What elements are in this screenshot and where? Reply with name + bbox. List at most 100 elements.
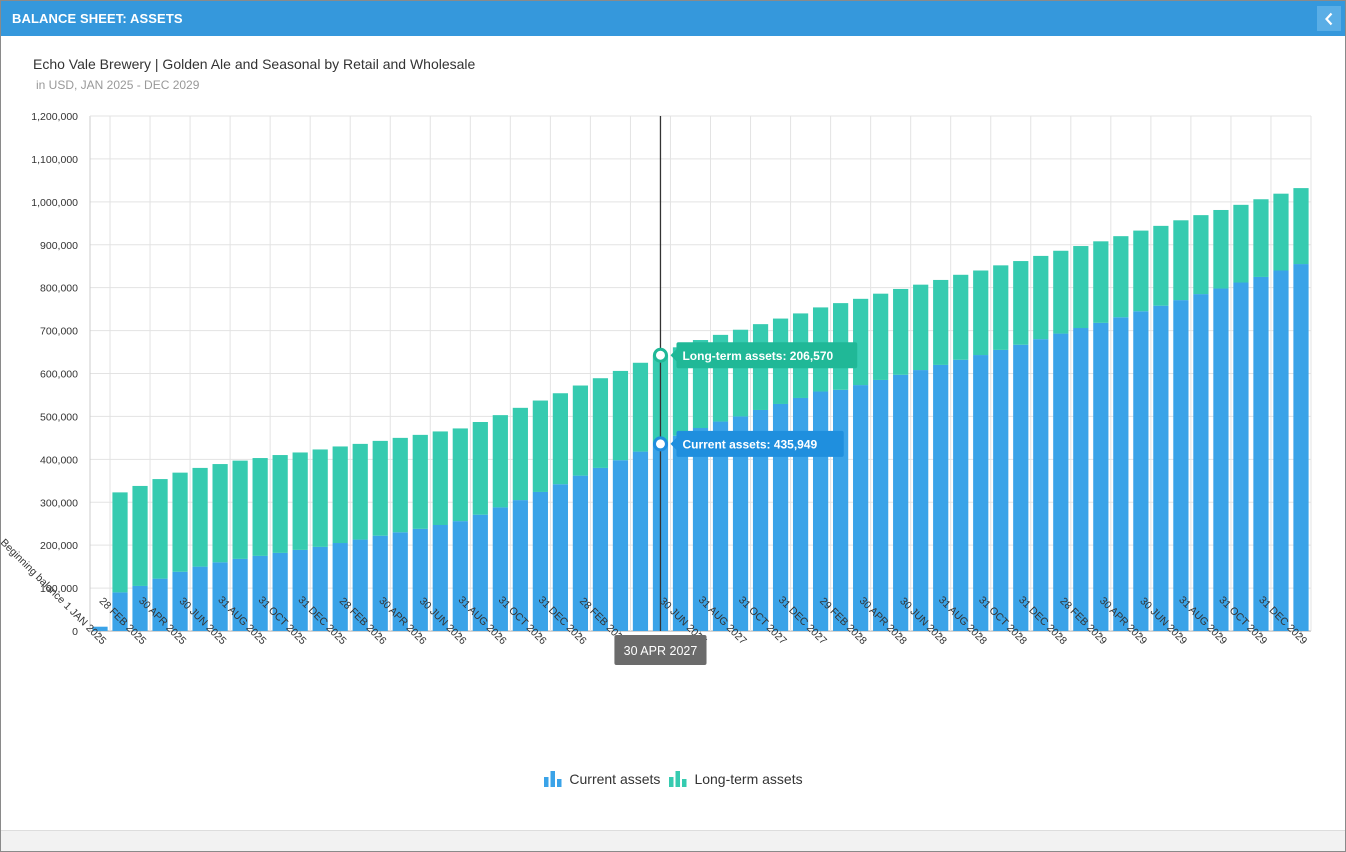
y-tick-label: 700,000: [40, 326, 78, 338]
bar-long-term-assets: [1173, 220, 1189, 301]
bar-current-assets: [292, 549, 308, 631]
bar-current-assets: [1193, 294, 1209, 631]
bar-long-term-assets: [1113, 236, 1129, 318]
bar-long-term-assets: [212, 464, 228, 563]
bar-long-term-assets: [1153, 225, 1169, 306]
bar-long-term-assets: [252, 458, 268, 556]
legend-item-long-term-assets[interactable]: Long-term assets: [668, 770, 803, 788]
bar-long-term-assets: [412, 434, 428, 529]
bar-long-term-assets: [1213, 209, 1229, 289]
bar-long-term-assets: [1133, 230, 1149, 312]
bar-current-assets: [592, 467, 609, 631]
bar-long-term-assets: [392, 437, 408, 533]
bar-long-term-assets: [292, 452, 308, 550]
bar-current-assets: [772, 403, 789, 631]
title-bar: BALANCE SHEET: ASSETS: [1, 1, 1345, 36]
bar-current-assets: [1133, 311, 1149, 631]
bar-long-term-assets: [192, 467, 208, 567]
bar-chart-icon: [669, 771, 687, 787]
bar-chart-icon: [544, 771, 562, 787]
bar-long-term-assets: [1033, 255, 1049, 340]
bar-current-assets: [332, 543, 348, 631]
bar-current-assets: [973, 355, 989, 631]
bar-long-term-assets: [352, 443, 368, 540]
chart-area[interactable]: 0 100,000 200,000 300,000 400,000 500,000 600,…: [1, 1, 1345, 761]
bar-long-term-assets: [332, 446, 348, 544]
bar-long-term-assets: [612, 370, 629, 461]
bar-current-assets: [873, 379, 889, 631]
bar-long-term-assets: [112, 492, 128, 593]
y-tick-label: 300,000: [40, 497, 78, 509]
bar-long-term-assets: [1013, 261, 1029, 345]
bar-current-assets: [432, 524, 448, 631]
bar-current-assets: [252, 555, 268, 631]
bar-long-term-assets: [1193, 215, 1209, 295]
legend-item-current-assets[interactable]: Current assets: [543, 770, 660, 788]
bar-current-assets: [1113, 317, 1129, 631]
bar-long-term-assets: [592, 378, 609, 468]
bar-current-assets: [412, 528, 428, 631]
bar-long-term-assets: [172, 472, 188, 572]
bar-current-assets: [1213, 288, 1229, 631]
bar-current-assets: [1093, 322, 1109, 631]
bar-current-assets: [212, 562, 228, 631]
bar-current-assets: [492, 507, 508, 631]
bar-current-assets: [712, 421, 729, 631]
bar-long-term-assets: [472, 421, 488, 515]
bar-current-assets: [1173, 300, 1189, 631]
bar-long-term-assets: [532, 400, 548, 492]
window-title: BALANCE SHEET: ASSETS: [12, 11, 183, 26]
bar-long-term-assets: [993, 265, 1009, 350]
y-tick-label: 1,100,000: [31, 154, 78, 166]
footer-bar: [1, 830, 1345, 851]
bar-long-term-assets: [632, 362, 649, 452]
bar-current-assets: [913, 370, 929, 631]
bar-current-assets: [272, 552, 288, 631]
legend-label-long-term-assets: Long-term assets: [694, 771, 803, 787]
bar-current-assets: [1073, 328, 1089, 631]
bar-current-assets: [532, 491, 548, 631]
bar-long-term-assets: [933, 279, 949, 365]
chart-title: Echo Vale Brewery | Golden Ale and Seaso…: [33, 56, 476, 72]
bar-current-assets: [1293, 264, 1309, 631]
bar-long-term-assets: [432, 431, 448, 525]
bar-current-assets: [833, 389, 849, 631]
bar-current-assets: [512, 500, 528, 631]
y-tick-label: 900,000: [40, 240, 78, 252]
bar-current-assets: [192, 566, 208, 631]
bar-long-term-assets: [672, 347, 689, 436]
bar-long-term-assets: [893, 288, 909, 375]
y-tick-label: 1,000,000: [31, 197, 78, 209]
bar-current-assets: [352, 539, 368, 631]
bar-current-assets: [312, 546, 328, 631]
bar-current-assets: [692, 428, 709, 631]
collapse-button[interactable]: [1317, 6, 1341, 31]
bar-long-term-assets: [953, 274, 969, 360]
bar-current-assets: [993, 349, 1009, 631]
bar-long-term-assets: [152, 479, 168, 579]
bar-current-assets: [672, 435, 689, 631]
x-tick-label: Beginning balance 1 JAN 2025: [1, 537, 108, 648]
bar-long-term-assets: [452, 428, 468, 522]
bar-long-term-assets: [132, 485, 148, 586]
bar-long-term-assets: [1273, 193, 1289, 271]
bar-current-assets: [933, 364, 949, 631]
bar-current-assets: [732, 416, 749, 631]
bar-long-term-assets: [312, 449, 328, 547]
bar-current-assets: [572, 475, 589, 631]
bar-current-assets: [552, 484, 568, 631]
tooltip-long-term-assets-pointer: [670, 349, 677, 362]
tooltip-current-assets-box: [676, 430, 844, 457]
bar-long-term-assets: [492, 415, 508, 508]
tooltip-long-term-assets-box: [676, 342, 858, 369]
bar-current-assets: [132, 585, 148, 631]
y-tick-label: 500,000: [40, 411, 78, 423]
bar-long-term-assets: [1253, 199, 1269, 277]
bar-current-assets: [1273, 270, 1289, 631]
bar-long-term-assets: [1233, 204, 1249, 283]
bar-long-term-assets: [272, 455, 288, 553]
y-tick-label: 800,000: [40, 283, 78, 295]
bar-current-assets: [112, 592, 128, 631]
bar-long-term-assets: [1093, 241, 1109, 323]
